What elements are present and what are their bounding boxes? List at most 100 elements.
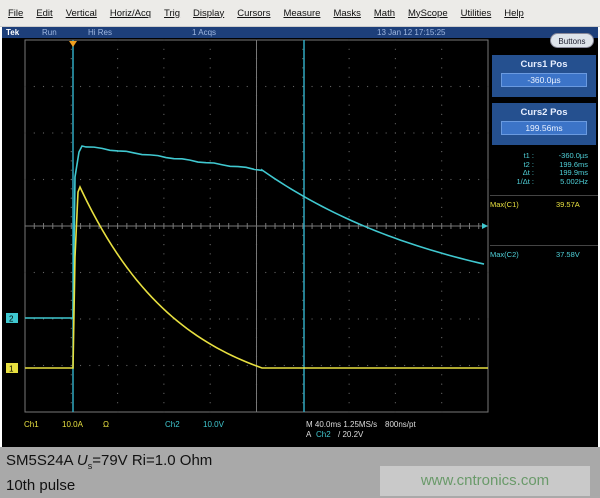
grid-dot (422, 318, 424, 320)
grid-dot (117, 58, 119, 60)
grid-dot (117, 402, 119, 404)
grid-dot (117, 318, 119, 320)
grid-dot (348, 234, 350, 236)
trigger-level[interactable]: / 20.2V (338, 430, 364, 439)
menu-trig[interactable]: Trig (164, 7, 181, 19)
grid-dot (413, 178, 415, 181)
grid-dot (339, 132, 341, 134)
grid-dot (478, 132, 480, 134)
grid-dot (191, 364, 193, 367)
menu-edit[interactable]: Edit (36, 7, 53, 19)
buttons-toggle[interactable]: Buttons (550, 33, 594, 48)
trigger-level-marker[interactable] (482, 223, 488, 229)
grid-dot (487, 178, 489, 181)
menu-cursors[interactable]: Cursors (237, 7, 271, 19)
readout-key: t1 : (523, 151, 534, 160)
grid-dot (163, 178, 165, 181)
grid-dot (209, 216, 211, 218)
grid-dot (33, 364, 35, 367)
grid-dot (394, 309, 396, 311)
grid-dot (70, 169, 72, 171)
grid-dot (117, 85, 119, 88)
grid-dot (246, 271, 248, 274)
grid-dot (117, 290, 119, 292)
grid-dot (450, 132, 452, 134)
grid-dot (283, 364, 285, 367)
grid-dot (394, 327, 396, 329)
grid-dot (274, 318, 276, 320)
grid-dot (126, 132, 128, 134)
grid-dot (24, 178, 26, 181)
grid-dot (376, 271, 378, 274)
menu-horizacq[interactable]: Horiz/Acq (109, 7, 152, 19)
grid-dot (283, 318, 285, 320)
ch1-label[interactable]: Ch1 (24, 420, 39, 429)
trigger-source[interactable]: Ch2 (316, 430, 331, 439)
grid-dot (404, 271, 406, 274)
grid-dot (468, 178, 471, 181)
grid-dot (209, 39, 211, 41)
grid-dot (431, 178, 434, 181)
grid-dot (79, 271, 82, 274)
grid-dot (367, 271, 369, 274)
curs1-value-field[interactable]: -360.0µs (501, 73, 587, 87)
menu-vertical[interactable]: Vertical (65, 7, 97, 19)
grid-dot (117, 411, 119, 413)
curs1-pos-control[interactable]: Curs1 Pos -360.0µs (492, 55, 596, 97)
timebase-readout[interactable]: M 40.0ms 1.25MS/s (306, 420, 378, 429)
menu-myscope[interactable]: MyScope (408, 7, 448, 19)
ch2-marker[interactable] (6, 313, 18, 323)
grid-dot (394, 346, 396, 348)
ch2-label[interactable]: Ch2 (165, 420, 180, 429)
grid-dot (209, 374, 211, 376)
grid-dot (70, 76, 72, 78)
grid-dot (52, 132, 54, 134)
grid-dot (376, 132, 378, 134)
grid-dot (367, 132, 369, 134)
grid-dot (70, 67, 72, 69)
trigger-position-marker[interactable] (69, 41, 77, 47)
readout-value: 199.9ms (559, 168, 588, 177)
grid-dot (385, 85, 387, 88)
curs2-value-field[interactable]: 199.56ms (501, 121, 587, 135)
grid-dot (70, 355, 72, 357)
curs2-pos-control[interactable]: Curs2 Pos 199.56ms (492, 103, 596, 145)
grid-dot (163, 327, 165, 329)
ch2-marker-label: 2 (9, 315, 14, 324)
menu-file[interactable]: File (8, 7, 24, 19)
menu-help[interactable]: Help (504, 7, 524, 19)
grid-dot (209, 271, 211, 274)
grid-dot (246, 85, 248, 88)
grid-dot (302, 169, 304, 171)
menu-utilities[interactable]: Utilities (460, 7, 492, 19)
grid-dot (367, 364, 369, 367)
menu-display[interactable]: Display (193, 7, 225, 19)
grid-dot (431, 132, 434, 134)
grid-dot (24, 364, 26, 367)
grid-dot (209, 113, 211, 115)
grid-dot (209, 197, 211, 199)
ch1-marker[interactable] (6, 363, 18, 373)
grid-dot (107, 178, 109, 181)
grid-dot (422, 364, 424, 367)
grid-dot (367, 85, 369, 88)
grid-dot (209, 76, 211, 78)
grid-dot (348, 262, 350, 264)
grid-dot (441, 318, 443, 320)
menu-measure[interactable]: Measure (283, 7, 321, 19)
grid-dot (70, 141, 72, 143)
grid-dot (441, 374, 443, 376)
menu-masks[interactable]: Masks (333, 7, 361, 19)
ch1-scale[interactable]: 10.0A (62, 420, 83, 429)
grid-dot (228, 271, 230, 274)
grid-dot (79, 85, 82, 88)
menu-math[interactable]: Math (373, 7, 396, 19)
grid-dot (209, 392, 211, 394)
grid-dot (181, 364, 184, 367)
ch2-scale[interactable]: 10.0V (203, 420, 224, 429)
grid-dot (117, 244, 119, 246)
grid-dot (117, 337, 119, 339)
grid-dot (237, 178, 239, 181)
grid-dot (348, 141, 350, 143)
grid-dot (404, 178, 406, 181)
